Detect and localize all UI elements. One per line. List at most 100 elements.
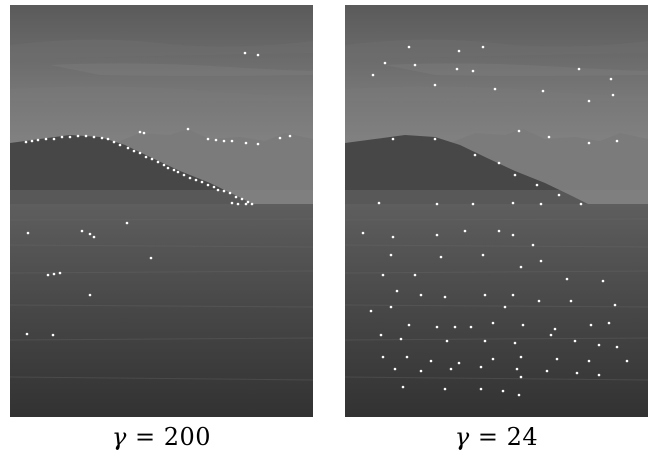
feature-point xyxy=(511,233,515,237)
feature-point xyxy=(433,137,437,141)
gamma-value: 24 xyxy=(506,423,539,451)
horizon-haze xyxy=(345,190,648,205)
feature-point xyxy=(186,127,190,131)
cloud-band xyxy=(385,63,648,76)
feature-point xyxy=(419,369,423,373)
feature-point xyxy=(481,253,485,257)
feature-point xyxy=(419,293,423,297)
feature-point xyxy=(497,161,501,165)
left-caption: γ = 200 xyxy=(10,423,313,451)
feature-point xyxy=(80,229,84,233)
feature-point xyxy=(407,323,411,327)
gamma-symbol: γ xyxy=(454,423,470,451)
feature-point xyxy=(609,77,613,81)
feature-point xyxy=(156,160,160,164)
feature-point xyxy=(52,137,56,141)
feature-point xyxy=(573,339,577,343)
feature-point xyxy=(26,231,30,235)
feature-point xyxy=(445,339,449,343)
feature-point xyxy=(479,387,483,391)
feature-point xyxy=(288,134,292,138)
feature-point xyxy=(535,183,539,187)
feature-point xyxy=(106,137,110,141)
feature-point xyxy=(537,299,541,303)
feature-point xyxy=(513,173,517,177)
lake-mountain-photo-left xyxy=(10,5,313,417)
feature-point xyxy=(435,233,439,237)
feature-point xyxy=(132,149,136,153)
feature-point xyxy=(515,367,519,371)
feature-point xyxy=(577,67,581,71)
feature-point xyxy=(553,327,557,331)
feature-point xyxy=(501,389,505,393)
feature-point xyxy=(613,303,617,307)
feature-point xyxy=(433,83,437,87)
feature-point xyxy=(401,385,405,389)
feature-point xyxy=(615,345,619,349)
feature-point xyxy=(240,197,244,201)
feature-point xyxy=(457,49,461,53)
feature-point xyxy=(517,129,521,133)
feature-point xyxy=(439,255,443,259)
equals-sign: = xyxy=(134,423,156,451)
feature-point xyxy=(407,45,411,49)
feature-point xyxy=(142,131,146,135)
feature-points-right xyxy=(361,45,629,397)
feature-point xyxy=(587,99,591,103)
feature-point xyxy=(389,253,393,257)
feature-point xyxy=(250,202,254,206)
feature-point xyxy=(379,333,383,337)
cloud-band xyxy=(50,63,313,76)
feature-point xyxy=(539,259,543,263)
feature-point xyxy=(481,45,485,49)
feature-point xyxy=(557,193,561,197)
feature-point xyxy=(521,323,525,327)
feature-point xyxy=(435,325,439,329)
feature-point xyxy=(587,141,591,145)
feature-point xyxy=(435,202,439,206)
feature-point xyxy=(491,357,495,361)
feature-point xyxy=(519,265,523,269)
horizon-haze xyxy=(10,190,313,205)
feature-point xyxy=(453,325,457,329)
feature-point xyxy=(449,367,453,371)
lake-mountain-photo-right xyxy=(345,5,648,417)
feature-point xyxy=(243,51,247,55)
feature-point xyxy=(381,355,385,359)
water-ripples xyxy=(10,218,313,381)
feature-point xyxy=(493,87,497,91)
feature-point xyxy=(391,137,395,141)
feature-point xyxy=(150,157,154,161)
feature-point xyxy=(471,69,475,73)
feature-point xyxy=(429,359,433,363)
right-caption: γ = 24 xyxy=(345,423,648,451)
water-ripples xyxy=(345,218,648,381)
near-hill xyxy=(10,135,255,205)
feature-point xyxy=(597,373,601,377)
feature-point xyxy=(84,134,88,138)
cloud-band xyxy=(10,86,313,102)
feature-point xyxy=(503,305,507,309)
feature-point xyxy=(36,138,40,142)
feature-point xyxy=(579,202,583,206)
feature-point xyxy=(118,143,122,147)
feature-point xyxy=(230,139,234,143)
feature-point xyxy=(391,235,395,239)
feature-point xyxy=(30,139,34,143)
feature-point xyxy=(413,63,417,67)
feature-point xyxy=(399,337,403,341)
feature-point xyxy=(230,201,234,205)
feature-point xyxy=(138,151,142,155)
lake-water xyxy=(10,204,313,417)
feature-point xyxy=(58,271,62,275)
feature-point xyxy=(575,371,579,375)
feature-point xyxy=(216,188,220,192)
gamma-symbol: γ xyxy=(111,423,127,451)
feature-point xyxy=(256,142,260,146)
feature-point xyxy=(383,61,387,65)
feature-point xyxy=(455,67,459,71)
equals-sign: = xyxy=(477,423,499,451)
feature-point xyxy=(483,293,487,297)
feature-point xyxy=(214,138,218,142)
feature-point xyxy=(511,201,515,205)
